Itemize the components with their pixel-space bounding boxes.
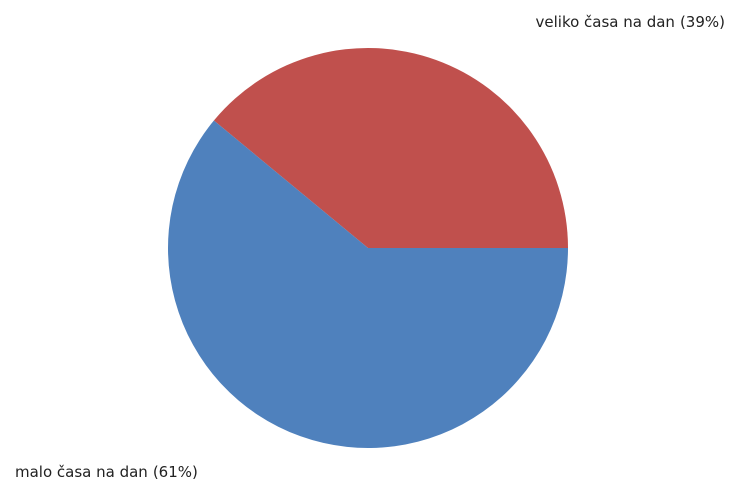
pie-slice [167, 120, 568, 449]
pie-slice [213, 47, 569, 248]
slice-label: veliko časa na dan (39%) [536, 13, 726, 31]
slice-name: veliko časa na dan [536, 13, 675, 31]
slice-value: (61%) [153, 463, 198, 481]
slice-name: malo časa na dan [15, 463, 148, 481]
slice-label: malo časa na dan (61%) [15, 463, 198, 481]
slice-value: (39%) [680, 13, 725, 31]
